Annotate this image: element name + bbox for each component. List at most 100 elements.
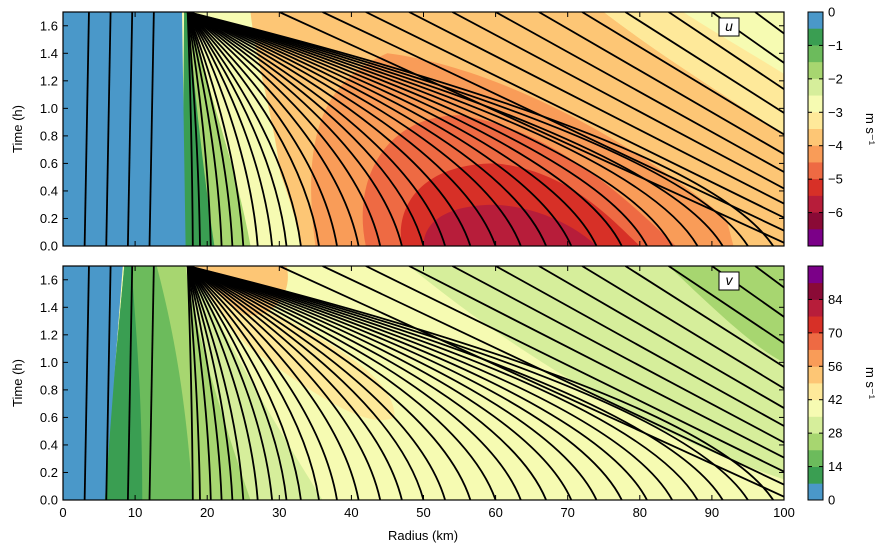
v-ytick-label-5: 1.0 (40, 355, 58, 370)
v-xtick-label-10: 100 (773, 505, 795, 520)
v-trajectory-outer-3 (186, 266, 223, 500)
u-colorbar-segment-8 (808, 145, 823, 163)
v-trajectory-outer-extra-7 (581, 266, 784, 390)
v-xtick-label-0: 0 (59, 505, 66, 520)
u-ytick-label-0: 0.0 (40, 239, 58, 254)
v-colorbar-segment-6 (808, 383, 823, 401)
v-y-axis-label: Time (h) (10, 359, 25, 407)
v-trajectory-outer-extra-4 (451, 266, 784, 444)
u-trajectory-outer-3 (186, 12, 223, 246)
u-colorbar-segment-6 (808, 112, 823, 130)
v-colorbar-frame (807, 265, 824, 501)
v-trajectory-outer-24 (187, 266, 648, 500)
u-ytick-label-4: 0.8 (40, 128, 58, 143)
v-xtick-label-1: 10 (128, 505, 142, 520)
v-xtick-label-8: 80 (633, 505, 647, 520)
u-trajectory-outer-13 (187, 12, 382, 246)
v-xtick-label-7: 70 (560, 505, 574, 520)
u-colorbar-segment-11 (808, 195, 823, 213)
u-colorbar-segment-5 (808, 95, 823, 113)
panel-v: 0.0 0.2 0.4 0.6 0.8 1.0 1.2 1.4 1.6 0 10 20 30 40 50 6… (10, 265, 878, 543)
u-colorbar-tick-label-6: −6 (828, 205, 843, 220)
u-trajectory-outer-extra-1 (322, 12, 784, 232)
u-colorbar-segment-0 (808, 12, 823, 30)
u-colorbar-segment-3 (808, 62, 823, 80)
u-trajectory-inner-3 (148, 12, 155, 246)
v-trajectory-outer-17 (187, 266, 472, 500)
v-trajectory-outer-8 (186, 266, 288, 500)
u-ytick-label-1: 0.2 (40, 211, 58, 226)
v-ytick-label-7: 1.4 (40, 300, 58, 315)
v-panel-label: v (726, 272, 734, 288)
u-trajectory-outer-10 (187, 12, 320, 246)
u-colorbar-segment-10 (808, 179, 823, 197)
u-trajectory-outer-7 (186, 12, 273, 246)
v-xtick-label-3: 30 (272, 505, 286, 520)
u-trajectory-lines (83, 12, 784, 246)
u-trajectory-outer-extra-0 (278, 12, 784, 244)
v-trajectory-outer-10 (187, 266, 320, 500)
v-colorbar-tick-label-3: 42 (828, 392, 842, 407)
v-ytick-label-0: 0.0 (40, 493, 58, 508)
u-trajectory-outer-extra-10 (711, 12, 784, 64)
u-fill-upper-corner (683, 12, 784, 74)
u-trajectory-outer-29 (187, 12, 774, 246)
v-trajectory-inner-3 (148, 266, 155, 500)
u-trajectory-outer-26 (187, 12, 699, 246)
u-contour-fill (63, 12, 784, 246)
v-xtick-label-2: 20 (200, 505, 214, 520)
v-ytick-label-1: 0.2 (40, 465, 58, 480)
v-trajectory-outer-extra-1 (322, 266, 784, 486)
v-colorbar-tick-label-5: 70 (828, 325, 842, 340)
v-trajectory-outer-12 (187, 266, 360, 500)
v-colorbar: 0 14 28 42 56 70 84 (807, 265, 842, 508)
v-colorbar-segment-3 (808, 433, 823, 451)
v-trajectory-outer-25 (187, 266, 673, 500)
u-trajectory-outer-11 (187, 12, 338, 246)
u-y-ticks: 0.0 0.2 0.4 0.6 0.8 1.0 1.2 1.4 1.6 (40, 18, 784, 254)
u-fill-inner (63, 12, 186, 246)
v-trajectory-outer-0 (186, 266, 194, 500)
v-trajectory-outer-22 (187, 266, 598, 500)
u-trajectory-inner-1 (105, 12, 112, 246)
v-trajectory-outer-27 (187, 266, 724, 500)
u-colorbar-frame (807, 11, 824, 247)
v-trajectory-outer-2 (186, 266, 212, 500)
v-trajectory-outer-14 (187, 266, 403, 500)
u-colorbar-tick-label-2: −2 (828, 71, 843, 86)
u-trajectory-inner-0 (83, 12, 90, 246)
v-trajectory-outer-19 (187, 266, 522, 500)
u-trajectory-outer-14 (187, 12, 403, 246)
u-trajectory-inner-2 (126, 12, 134, 246)
v-trajectory-outer-extra-8 (624, 266, 784, 369)
u-trajectory-outer-20 (187, 12, 547, 246)
v-trajectory-outer-16 (187, 266, 446, 500)
v-trajectory-outer-20 (187, 266, 547, 500)
v-xtick-label-9: 90 (705, 505, 719, 520)
u-ytick-label-6: 1.2 (40, 73, 58, 88)
v-colorbar-segment-9 (808, 332, 823, 350)
v-colorbar-tick-label-4: 56 (828, 359, 842, 374)
v-panel-label-box: v (718, 271, 740, 291)
u-panel-label-box: u (718, 17, 740, 37)
v-colorbar-label: m s⁻¹ (863, 367, 878, 400)
v-trajectory-lines (83, 266, 784, 500)
u-trajectory-outer-extra-9 (668, 12, 784, 91)
v-xtick-label-5: 50 (416, 505, 430, 520)
u-trajectory-outer-23 (187, 12, 623, 246)
u-colorbar: 0 −1 −2 −3 −4 −5 −6 (807, 5, 843, 247)
v-colorbar-segment-8 (808, 349, 823, 367)
u-trajectory-outer-24 (187, 12, 648, 246)
v-trajectory-outer-18 (187, 266, 497, 500)
u-trajectory-outer-extra-6 (538, 12, 784, 156)
u-trajectory-outer-0 (186, 12, 194, 246)
v-x-ticks: 0 10 20 30 40 50 60 70 80 90 100 (59, 266, 795, 520)
u-y-axis-label: Time (h) (10, 105, 25, 153)
v-trajectory-inner-2 (126, 266, 134, 500)
v-trajectory-outer-extra-0 (278, 266, 784, 498)
u-trajectory-outer-22 (187, 12, 598, 246)
v-trajectory-inner-1 (105, 266, 112, 500)
u-trajectory-outer-extra-2 (365, 12, 784, 219)
v-colorbar-segment-7 (808, 366, 823, 384)
